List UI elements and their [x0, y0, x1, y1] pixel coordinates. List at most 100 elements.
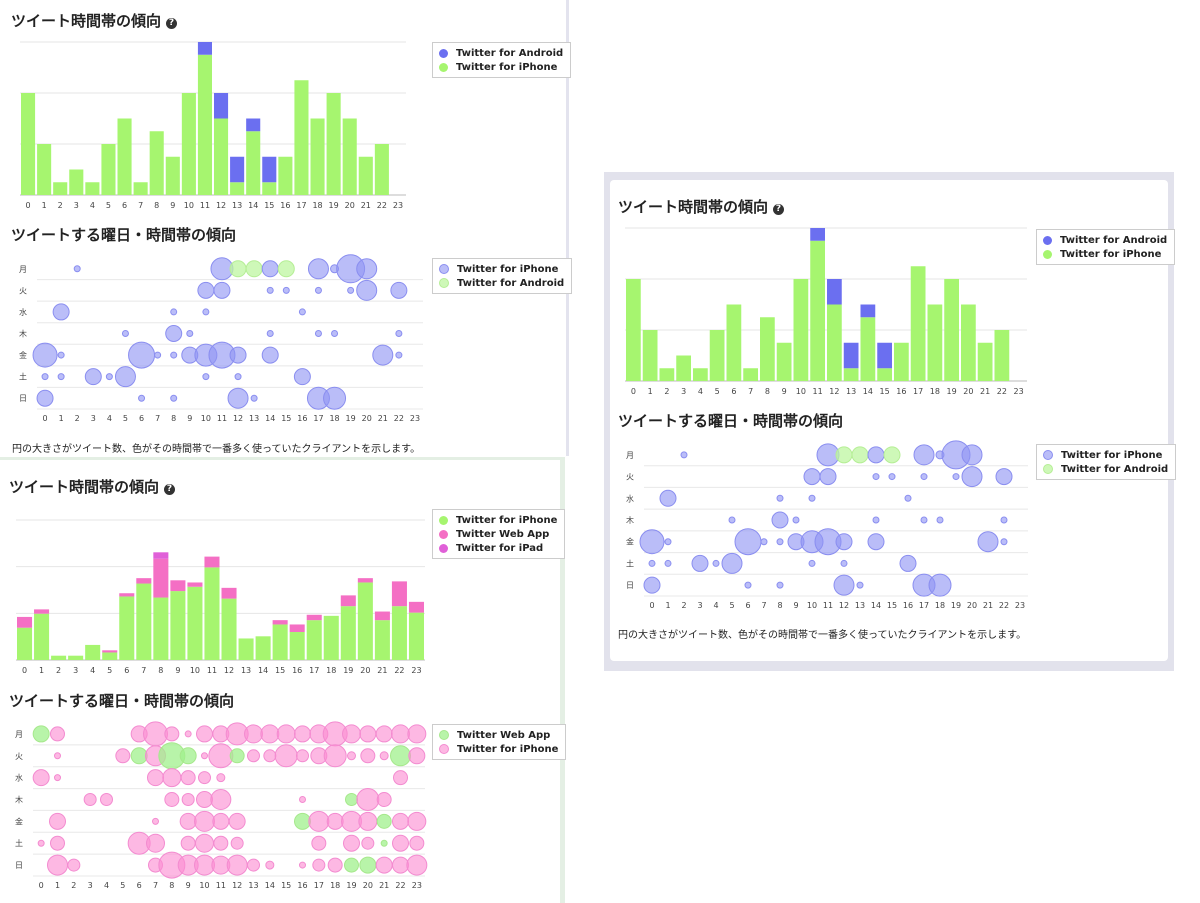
legend-item[interactable]: Twitter for Android	[1043, 462, 1168, 476]
x-tick-label: 14	[248, 201, 258, 210]
bar-11-series-0	[204, 567, 220, 660]
bar-16-series-0	[894, 342, 909, 381]
bar-15-series-0	[877, 368, 892, 381]
x-tick-label: 16	[280, 201, 290, 210]
bar-1-series-1	[34, 609, 50, 614]
x-tick-label: 6	[124, 666, 129, 675]
bubble-day4-hour8	[170, 351, 178, 359]
bar-14-series-1	[860, 304, 876, 318]
help-icon[interactable]: ?	[166, 18, 178, 29]
bubble-day1-hour11	[213, 281, 231, 299]
legend-item[interactable]: Twitter for Android	[1043, 233, 1167, 247]
bubble-day1-hour10	[201, 752, 208, 760]
legend-item[interactable]: Twitter for iPad	[439, 541, 557, 555]
bubble-day1-hour11	[208, 743, 234, 769]
bar-3-series-0	[69, 169, 84, 195]
bubble-day2-hour1	[54, 774, 61, 782]
bubble-day3-hour8	[164, 792, 180, 807]
bubble-day3-hour8	[771, 511, 789, 529]
bubble-day3-hour3	[83, 793, 97, 806]
x-tick-label: 1	[55, 881, 60, 890]
bubble-day0-hour14	[867, 446, 885, 464]
y-tick-label: 日	[15, 861, 23, 870]
bubble-day2-hour10	[198, 771, 211, 785]
y-tick-label: 日	[626, 581, 634, 590]
x-tick-label: 7	[153, 881, 158, 890]
bubble-day0-hour20	[359, 725, 377, 743]
bubble-day0-hour10	[196, 725, 213, 743]
x-tick-label: 12	[233, 414, 243, 423]
bubble-day4-hour23	[407, 811, 427, 831]
legend-item[interactable]: Twitter Web App	[439, 527, 557, 541]
bubble-day5-hour3	[84, 368, 102, 386]
legend-item[interactable]: Twitter for iPhone	[439, 60, 563, 74]
legend-item[interactable]: Twitter for iPhone	[1043, 448, 1168, 462]
x-tick-label: 19	[346, 881, 356, 890]
x-tick-label: 14	[871, 601, 881, 610]
bubble-day1-hour22	[390, 281, 408, 299]
bar-4-series-0	[85, 644, 101, 660]
x-tick-label: 2	[71, 881, 76, 890]
bubble-day0-hour17	[913, 444, 935, 466]
bubble-day4-hour7	[152, 817, 159, 825]
bubble-day5-hour11	[213, 835, 229, 851]
bubble-day6-hour2	[67, 858, 81, 872]
x-tick-label: 15	[275, 666, 285, 675]
legend-item[interactable]: Twitter for iPhone	[439, 513, 557, 527]
bubble-day1-hour21	[379, 751, 389, 761]
bar-7-series-1	[136, 578, 152, 584]
x-tick-label: 3	[73, 666, 78, 675]
x-tick-label: 10	[190, 666, 200, 675]
help-icon[interactable]: ?	[773, 204, 785, 215]
legend-item[interactable]: Twitter for Android	[439, 276, 564, 290]
bar-5-series-0	[102, 652, 118, 660]
legend-item[interactable]: Twitter for Android	[439, 46, 563, 60]
bar-0-series-0	[21, 93, 36, 195]
x-tick-label: 7	[155, 414, 160, 423]
bar-5-series-0	[709, 330, 725, 381]
legend-item[interactable]: Twitter for iPhone	[1043, 247, 1167, 261]
legend-item[interactable]: Twitter for iPhone	[439, 262, 564, 276]
help-icon[interactable]: ?	[164, 484, 176, 495]
x-tick-label: 11	[217, 414, 227, 423]
bubble-day1-hour22	[995, 468, 1013, 486]
x-tick-label: 15	[281, 881, 291, 890]
bubble-day6-hour13	[250, 394, 258, 402]
x-tick-label: 9	[782, 387, 787, 396]
bubble-day0-hour15	[276, 724, 296, 744]
x-tick-label: 7	[141, 666, 146, 675]
bubble-day2-hour0	[32, 769, 50, 787]
bar-19-series-1	[340, 595, 356, 607]
bubble-day5-hour7	[146, 833, 165, 853]
x-tick-label: 18	[930, 387, 940, 396]
hourly-legend: Twitter for Android Twitter for iPhone	[1036, 229, 1176, 265]
legend-item[interactable]: Twitter Web App	[439, 728, 558, 742]
bubble-day2-hour8	[776, 494, 784, 502]
bubble-day4-hour9	[179, 812, 197, 830]
bubble-day6-hour20	[359, 856, 377, 874]
y-tick-label: 木	[15, 795, 23, 805]
x-tick-label: 22	[394, 414, 404, 423]
bubble-day4-hour22	[1000, 538, 1008, 546]
x-tick-label: 7	[138, 201, 143, 210]
x-tick-label: 0	[22, 666, 27, 675]
x-tick-label: 20	[963, 387, 973, 396]
x-tick-label: 3	[91, 414, 96, 423]
bubble-day6-hour16	[299, 861, 306, 869]
bubble-day0-hour14	[260, 724, 280, 744]
legend-item[interactable]: Twitter for iPhone	[439, 742, 558, 756]
bubble-day3-hour17	[314, 330, 322, 337]
bar-21-series-0	[358, 156, 373, 195]
bubble-day6-hour19	[344, 857, 359, 873]
x-tick-label: 17	[919, 601, 929, 610]
x-tick-label: 2	[664, 387, 669, 396]
legend-swatch	[1043, 249, 1052, 259]
y-tick-label: 月	[15, 730, 23, 739]
bubble-day5-hour16	[293, 368, 311, 386]
bar-11-series-1	[197, 42, 212, 55]
hourly-bar-chart: 0 1 2 3 4 5 6 7 8 9 10 11 12 13 14 15 16 17 18 19 20 21 22 23	[20, 41, 406, 210]
bubble-day5-hour5	[114, 366, 136, 388]
bubble-day3-hour5	[121, 330, 129, 337]
bubble-day4-hour22	[392, 812, 409, 830]
bubble-day1-hour15	[282, 286, 290, 294]
